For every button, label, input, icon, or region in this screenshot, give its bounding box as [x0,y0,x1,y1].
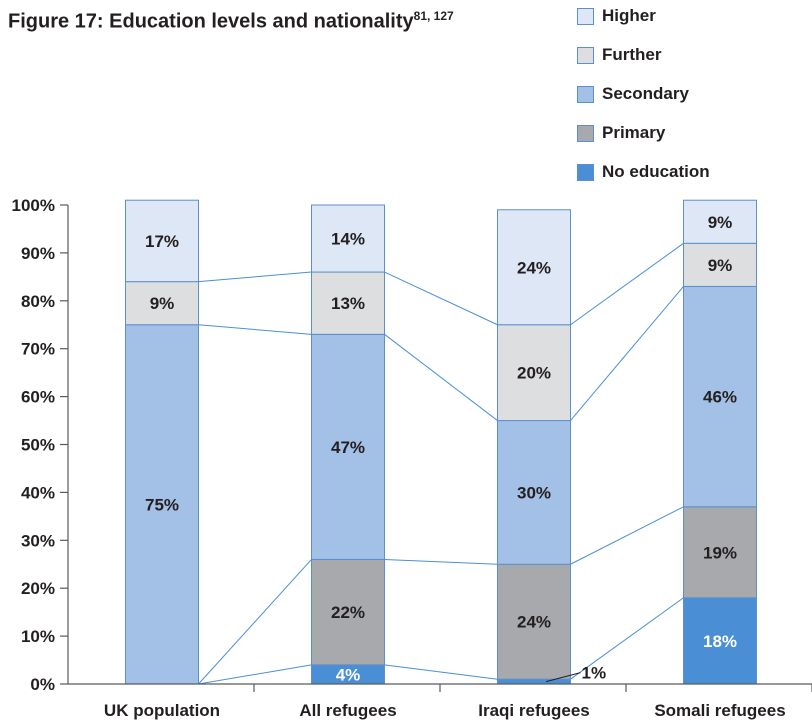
y-tick-label: 0% [30,675,55,694]
y-tick-label: 40% [21,483,55,502]
connector-line [199,665,312,684]
connector-line [385,334,498,420]
x-tick-label-all-refugees: All refugees [299,701,396,720]
data-label-iraqi-refugees-secondary: 30% [517,483,551,502]
y-tick-label: 100% [12,196,55,215]
connector-line [571,243,684,324]
connector-line [571,507,684,564]
data-label-somali-refugees-higher: 9% [708,213,733,232]
data-label-iraqi-refugees-higher: 24% [517,258,551,277]
data-label-iraqi-refugees-further: 20% [517,364,551,383]
data-label-all-refugees-primary: 22% [331,603,365,622]
connector-line [199,272,312,282]
data-label-somali-refugees-no-education: 18% [703,632,737,651]
data-label-uk-population-higher: 17% [145,232,179,251]
y-tick-label: 90% [21,244,55,263]
connector-line [199,559,312,684]
x-tick-label-somali-refugees: Somali refugees [654,701,785,720]
y-tick-label: 30% [21,531,55,550]
y-tick-label: 70% [21,340,55,359]
connector-line [571,286,684,420]
y-tick-label: 80% [21,292,55,311]
data-label-somali-refugees-further: 9% [708,256,733,275]
data-label-all-refugees-higher: 14% [331,230,365,249]
data-label-all-refugees-secondary: 47% [331,438,365,457]
data-label-uk-population-secondary: 75% [145,495,179,514]
bar-iraqi-refugees-no-education [498,679,571,684]
y-tick-label: 20% [21,579,55,598]
data-label-uk-population-further: 9% [150,294,175,313]
data-label-somali-refugees-secondary: 46% [703,388,737,407]
connector-line [385,272,498,325]
data-label-iraqi-refugees-no-education: 1% [582,664,607,683]
connector-line [385,665,498,679]
connector-line [199,325,312,335]
connector-line [385,559,498,564]
data-label-somali-refugees-primary: 19% [703,543,737,562]
data-label-iraqi-refugees-primary: 24% [517,613,551,632]
y-tick-label: 60% [21,388,55,407]
x-tick-label-uk-population: UK population [104,701,220,720]
x-tick-label-iraqi-refugees: Iraqi refugees [478,701,590,720]
data-label-all-refugees-further: 13% [331,294,365,313]
y-tick-label: 10% [21,627,55,646]
y-tick-label: 50% [21,436,55,455]
data-label-all-refugees-no-education: 4% [336,665,361,684]
